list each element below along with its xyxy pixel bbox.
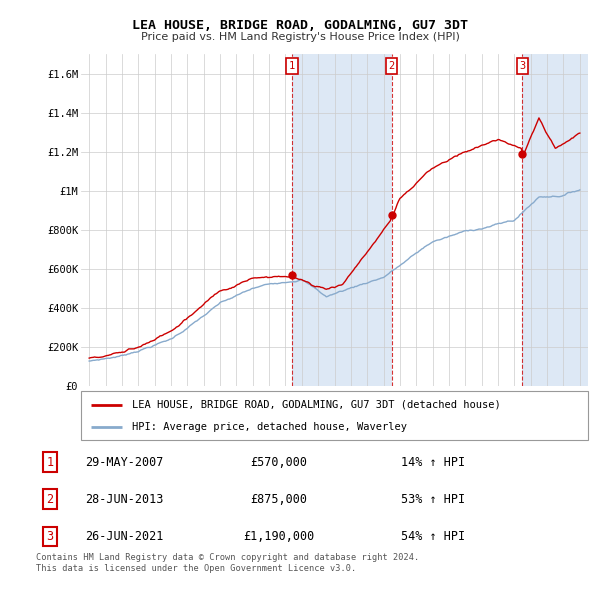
Text: £1,190,000: £1,190,000: [243, 530, 314, 543]
Text: LEA HOUSE, BRIDGE ROAD, GODALMING, GU7 3DT (detached house): LEA HOUSE, BRIDGE ROAD, GODALMING, GU7 3…: [132, 399, 500, 409]
Text: 1: 1: [289, 61, 295, 71]
Text: 3: 3: [46, 530, 53, 543]
Text: 53% ↑ HPI: 53% ↑ HPI: [401, 493, 466, 506]
Text: Price paid vs. HM Land Registry's House Price Index (HPI): Price paid vs. HM Land Registry's House …: [140, 32, 460, 42]
Text: 2: 2: [388, 61, 395, 71]
Text: £570,000: £570,000: [250, 455, 307, 468]
Text: 14% ↑ HPI: 14% ↑ HPI: [401, 455, 466, 468]
Text: 28-JUN-2013: 28-JUN-2013: [85, 493, 164, 506]
Bar: [292, 54, 392, 386]
Text: 54% ↑ HPI: 54% ↑ HPI: [401, 530, 466, 543]
Text: HPI: Average price, detached house, Waverley: HPI: Average price, detached house, Wave…: [132, 422, 407, 432]
Text: 26-JUN-2021: 26-JUN-2021: [85, 530, 164, 543]
FancyBboxPatch shape: [81, 391, 588, 440]
Text: 3: 3: [519, 61, 526, 71]
Text: £875,000: £875,000: [250, 493, 307, 506]
Text: LEA HOUSE, BRIDGE ROAD, GODALMING, GU7 3DT: LEA HOUSE, BRIDGE ROAD, GODALMING, GU7 3…: [132, 19, 468, 32]
Text: 1: 1: [46, 455, 53, 468]
Bar: [523, 54, 588, 386]
Text: 2: 2: [46, 493, 53, 506]
Text: 29-MAY-2007: 29-MAY-2007: [85, 455, 164, 468]
Text: Contains HM Land Registry data © Crown copyright and database right 2024.
This d: Contains HM Land Registry data © Crown c…: [36, 553, 419, 573]
